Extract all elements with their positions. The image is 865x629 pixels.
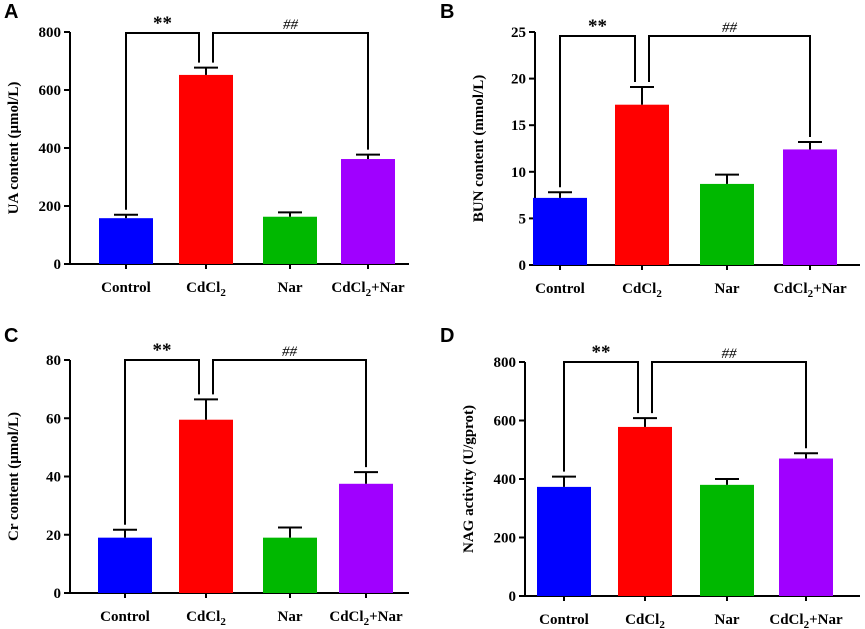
panel-c: C Cr content (μmol/L) 0 20 40 60 80 Control CdCl… [4, 325, 409, 628]
significance-bracket [648, 35, 811, 137]
y-tick-label: 40 [46, 470, 61, 486]
significance-bracket [212, 359, 367, 468]
bar [98, 537, 152, 593]
x-tick-label: Nar [715, 281, 740, 297]
significance-bracket [124, 359, 200, 525]
y-tick-label: 200 [494, 531, 517, 547]
panel-b: B BUN content (mmol/L) 0 5 10 15 20 25 Control Cd… [440, 1, 860, 300]
significance-bracket [559, 35, 636, 188]
significance-label: ## [282, 344, 298, 360]
panel-d: D NAG activity (U/gprot) 0 200 400 600 800 Cont… [440, 325, 860, 629]
significance-bracket [651, 361, 807, 449]
bar [700, 484, 754, 596]
panel-a: A UA content (μmol/L) 0 200 400 600 800 Control… [4, 1, 409, 299]
y-tick-label: 0 [509, 589, 517, 605]
x-tick-label: Control [100, 609, 150, 625]
panel-letter: B [440, 1, 454, 23]
y-tick-label: 400 [39, 141, 62, 157]
bar [263, 537, 317, 593]
bar [341, 159, 395, 264]
x-tick-label: CdCl2 [625, 612, 665, 629]
significance-bracket [563, 361, 639, 472]
bar [779, 458, 833, 596]
significance-label: ## [722, 346, 738, 362]
y-tick-label: 25 [511, 25, 526, 41]
bar [615, 104, 669, 265]
significance-label: ** [153, 340, 172, 361]
bar [99, 218, 153, 264]
y-tick-label: 800 [494, 355, 517, 371]
x-tick-label: Nar [715, 612, 740, 628]
x-tick-label: Nar [278, 609, 303, 625]
y-tick-label: 15 [511, 118, 526, 134]
y-tick-label: 0 [54, 257, 62, 273]
bar [339, 483, 393, 593]
x-tick-label: Nar [278, 280, 303, 296]
y-tick-label: 600 [39, 83, 62, 99]
bar [533, 197, 587, 265]
y-tick-label: 10 [511, 165, 526, 181]
x-tick-label: CdCl2 [186, 280, 226, 299]
x-tick-label: CdCl2+Nar [331, 280, 405, 299]
y-tick-label: 20 [46, 528, 61, 544]
x-tick-label: CdCl2+Nar [773, 281, 847, 300]
significance-bracket [212, 32, 369, 150]
y-axis-label: NAG activity (U/gprot) [461, 405, 477, 553]
y-axis-label: UA content (μmol/L) [6, 82, 22, 215]
y-tick-label: 200 [39, 199, 62, 215]
significance-label: ## [722, 20, 738, 36]
x-tick-label: CdCl2+Nar [769, 612, 843, 629]
x-tick-label: Control [539, 612, 589, 628]
x-tick-label: CdCl2 [186, 609, 226, 628]
bar [783, 149, 837, 265]
y-tick-label: 80 [46, 353, 61, 369]
y-tick-label: 600 [494, 414, 517, 430]
x-tick-label: Control [535, 281, 585, 297]
y-tick-label: 0 [54, 586, 62, 602]
panel-letter: D [440, 325, 454, 347]
bar [537, 486, 591, 596]
significance-label: ** [153, 13, 172, 34]
panel-letter: A [4, 1, 18, 23]
significance-label: ** [588, 16, 607, 37]
significance-bracket [125, 32, 200, 210]
y-tick-label: 20 [511, 72, 526, 88]
bar [263, 216, 317, 264]
bar [700, 183, 754, 265]
y-axis-label: BUN content (mmol/L) [471, 75, 487, 222]
y-axis-label: Cr content (μmol/L) [6, 412, 22, 541]
x-tick-label: CdCl2+Nar [329, 609, 403, 628]
y-tick-label: 400 [494, 472, 517, 488]
bar [618, 426, 672, 596]
x-tick-label: Control [101, 280, 151, 296]
bar [179, 74, 233, 264]
bar [179, 419, 233, 593]
y-tick-label: 5 [519, 211, 527, 227]
significance-label: ** [592, 342, 611, 363]
y-tick-label: 800 [39, 25, 62, 41]
panel-letter: C [4, 325, 18, 347]
y-tick-label: 0 [519, 258, 527, 274]
y-tick-label: 60 [46, 411, 61, 427]
x-tick-label: CdCl2 [622, 281, 662, 300]
significance-label: ## [283, 17, 299, 33]
